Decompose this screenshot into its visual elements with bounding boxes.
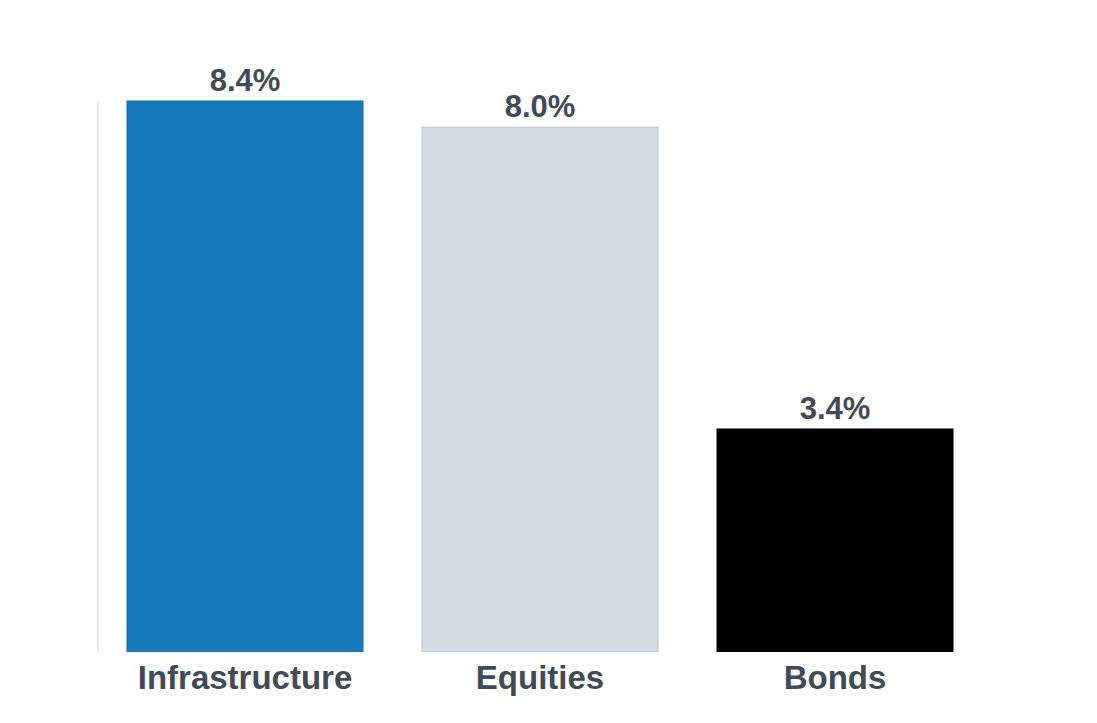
data-label: 8.4% xyxy=(210,63,281,98)
y-axis-line xyxy=(98,102,99,653)
x-tick-label: Bonds xyxy=(784,659,887,696)
x-tick-label: Equities xyxy=(476,659,604,696)
data-labels: 8.4% 8.0% 3.4% xyxy=(210,63,871,426)
data-label: 3.4% xyxy=(800,391,871,426)
x-tick-label: Infrastructure xyxy=(138,659,353,696)
bar xyxy=(127,101,363,652)
x-axis: Infrastructure Equities Bonds xyxy=(138,659,887,696)
x-tick: Bonds xyxy=(784,659,887,696)
bars xyxy=(127,101,953,652)
bar xyxy=(717,429,953,652)
x-tick: Equities xyxy=(476,659,604,696)
data-label: 8.0% xyxy=(505,89,576,124)
bar xyxy=(422,127,658,652)
y-axis xyxy=(98,102,99,653)
chart: 8.4% 8.0% 3.4% Infrastructure Equities Bonds xyxy=(0,0,1097,723)
x-tick: Infrastructure xyxy=(138,659,353,696)
